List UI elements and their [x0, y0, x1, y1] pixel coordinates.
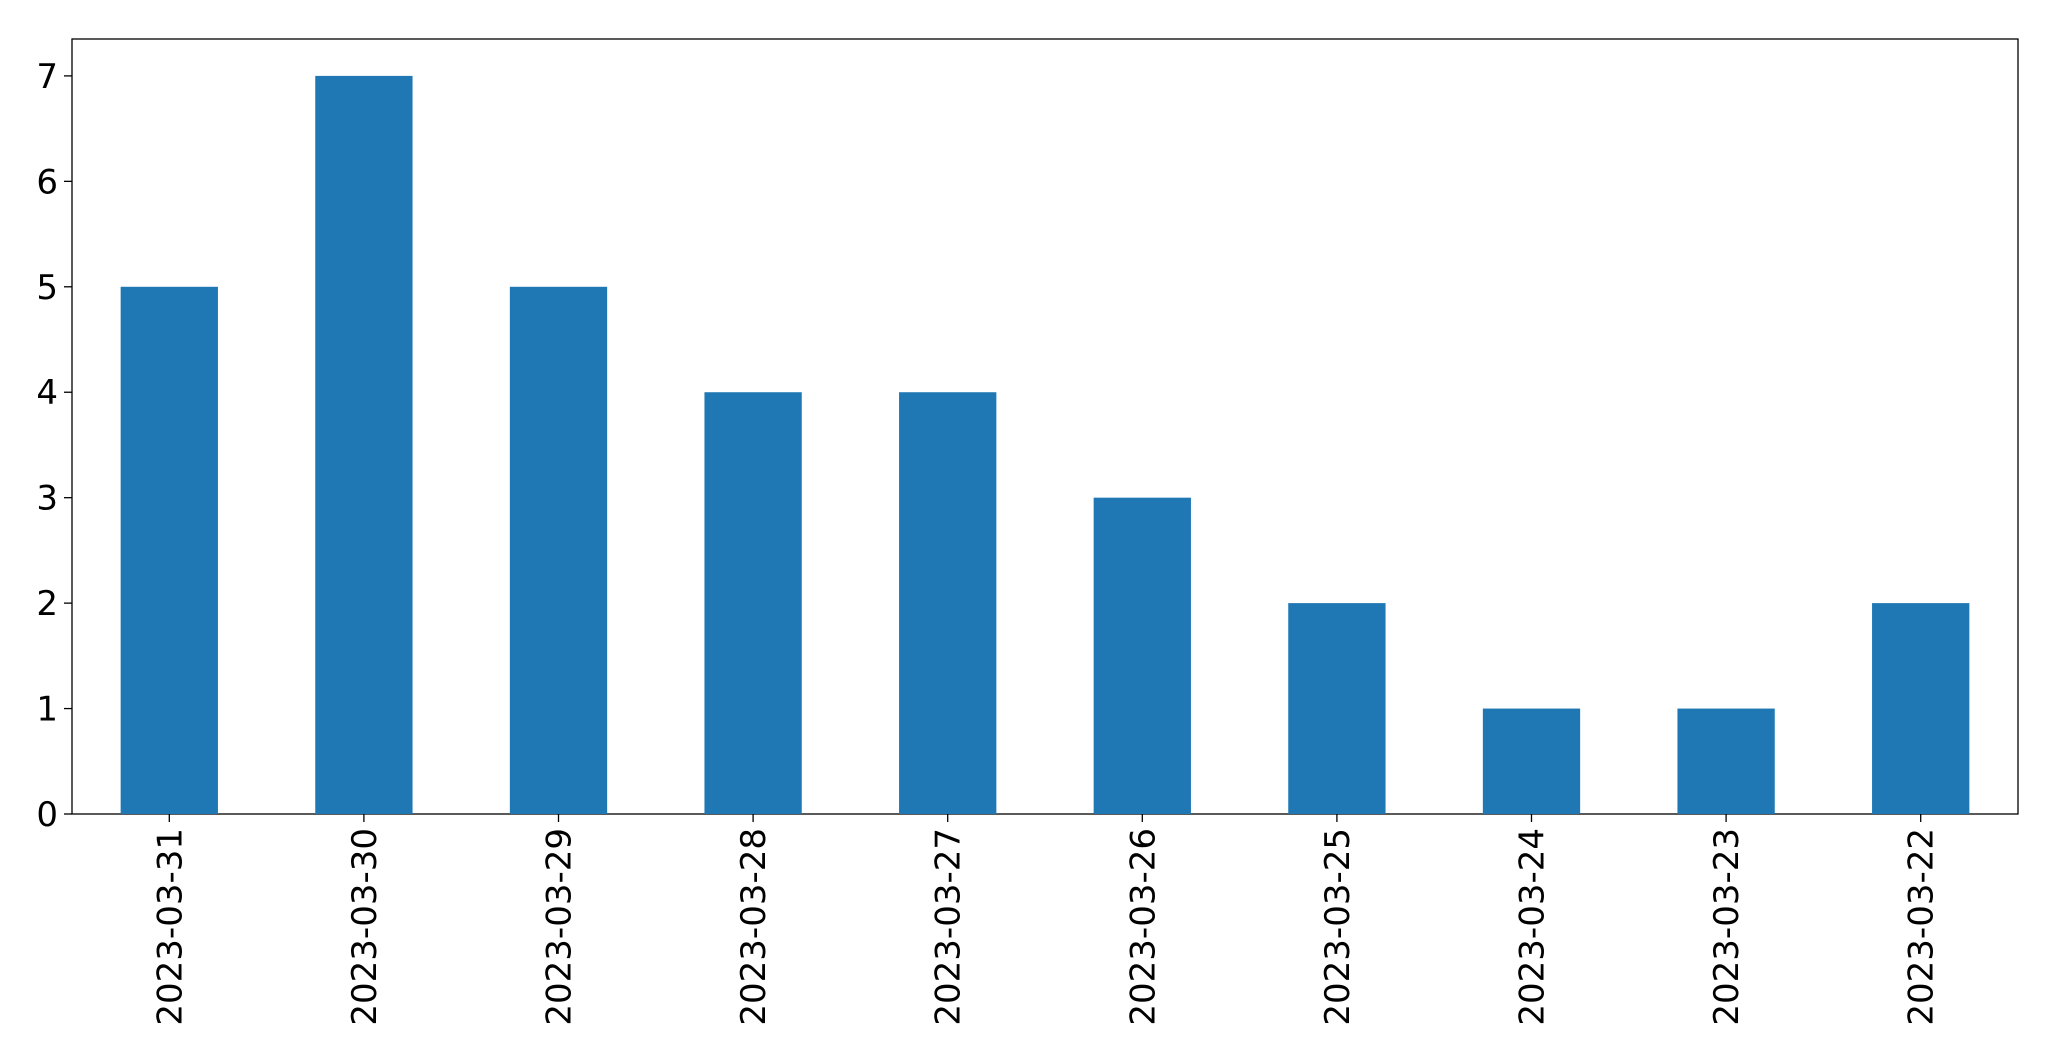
- y-tick-label: 3: [36, 479, 58, 519]
- bar: [704, 392, 802, 814]
- x-tick-label: 2023-03-27: [929, 828, 969, 1026]
- y-tick-label: 4: [36, 373, 58, 413]
- bar: [315, 75, 413, 814]
- x-tick-label: 2023-03-25: [1318, 828, 1358, 1026]
- axes-frame: [71, 38, 2019, 815]
- x-tick-label: 2023-03-26: [1123, 828, 1163, 1026]
- bar: [1288, 603, 1386, 814]
- y-tick-label: 1: [36, 690, 58, 730]
- bar: [1482, 708, 1581, 814]
- x-tick-label: 2023-03-31: [150, 828, 190, 1026]
- y-tick-label: 5: [36, 268, 58, 308]
- x-tick-label: 2023-03-22: [1902, 828, 1942, 1026]
- x-tick-label: 2023-03-30: [345, 828, 385, 1026]
- y-tick-label: 7: [36, 57, 58, 97]
- bar: [1872, 603, 1970, 814]
- x-tick-label: 2023-03-24: [1513, 828, 1553, 1026]
- bar: [1677, 708, 1775, 814]
- bar: [509, 286, 608, 814]
- bar: [1093, 497, 1191, 814]
- y-tick-label: 0: [36, 795, 58, 835]
- y-tick-label: 2: [36, 584, 58, 624]
- x-tick-label: 2023-03-23: [1707, 828, 1747, 1026]
- x-tick-label: 2023-03-28: [734, 828, 774, 1026]
- bar: [899, 392, 997, 814]
- bar: [120, 286, 218, 814]
- y-tick-label: 6: [36, 162, 58, 202]
- x-tick-label: 2023-03-29: [540, 828, 580, 1026]
